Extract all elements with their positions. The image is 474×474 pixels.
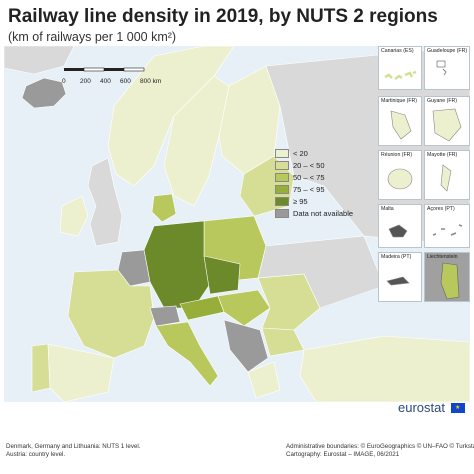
scale-tick: 400 [100, 78, 111, 85]
footer-note: Austria: country level. [6, 451, 66, 458]
france-region [67, 269, 155, 359]
legend-label: < 20 [293, 149, 308, 158]
inset-canarias: Canarias (ES) [378, 46, 422, 90]
inset-reunion: Réunion (FR) [378, 150, 422, 200]
inset-shape [436, 60, 447, 76]
greenland-land [4, 46, 75, 75]
legend-swatch [275, 149, 289, 158]
legend-row: 50 – < 75 [275, 172, 353, 183]
uk-region [87, 157, 123, 247]
inset-label: Réunion (FR) [381, 152, 413, 158]
legend-swatch [275, 185, 289, 194]
inset-shape [440, 262, 460, 300]
inset-shape [387, 168, 413, 190]
scale-tick: 800 km [140, 78, 162, 85]
footer-credits: Administrative boundaries: © EuroGeograp… [286, 443, 474, 459]
inset-label: Malta [381, 206, 394, 212]
legend-label: 20 – < 50 [293, 161, 325, 170]
inset-shape [388, 224, 408, 238]
spain-region [47, 343, 115, 402]
legend: < 20 20 – < 50 50 – < 75 75 – < 95 ≥ 95 … [275, 148, 353, 220]
inset-shape [440, 164, 452, 192]
flag-stars-icon: ★ [455, 405, 461, 411]
greece-region [247, 361, 281, 399]
legend-row: < 20 [275, 148, 353, 159]
inset-mayotte: Mayotte (FR) [424, 150, 470, 200]
iceland-region [21, 77, 67, 109]
inset-guyane: Guyane (FR) [424, 96, 470, 146]
legend-label: 75 – < 95 [293, 185, 325, 194]
inset-label: Açores (PT) [427, 206, 455, 212]
legend-label: ≥ 95 [293, 197, 308, 206]
eurostat-logo: eurostat [398, 400, 445, 415]
inset-malta: Malta [378, 204, 422, 248]
inset-martinique: Martinique (FR) [378, 96, 422, 146]
inset-shape [390, 110, 412, 140]
legend-row: ≥ 95 [275, 196, 353, 207]
inset-label: Liechtenstein [427, 254, 458, 260]
legend-swatch [275, 209, 289, 218]
inset-label: Mayotte (FR) [427, 152, 458, 158]
inset-label: Canarias (ES) [381, 48, 414, 54]
czechia-region [203, 255, 241, 295]
map-svg [4, 46, 470, 402]
bulgaria-region [261, 327, 305, 357]
inset-label: Martinique (FR) [381, 98, 418, 104]
scale-bar-graphic [64, 67, 145, 72]
legend-swatch [275, 161, 289, 170]
benelux-region [117, 249, 151, 287]
eu-flag-icon: ★ [451, 403, 465, 413]
inset-madeira: Madeira (PT) [378, 252, 422, 302]
scale-tick: 200 [80, 78, 91, 85]
legend-swatch [275, 173, 289, 182]
inset-shape [386, 276, 410, 286]
scale-tick: 600 [120, 78, 131, 85]
inset-shape [432, 108, 462, 142]
inset-label: Guyane (FR) [427, 98, 457, 104]
hungary-region [217, 289, 271, 327]
sweden-region [163, 75, 230, 207]
map-title: Railway line density in 2019, by NUTS 2 … [8, 6, 438, 27]
scale-bar: 0 200 400 600 800 km [62, 66, 162, 86]
inset-panels: Canarias (ES) Guadeloupe (FR) Martinique… [378, 46, 470, 302]
legend-label: Data not available [293, 209, 354, 218]
legend-label: 50 – < 75 [293, 173, 325, 182]
footer-notes: Denmark, Germany and Lithuania: NUTS 1 l… [6, 443, 140, 459]
scale-bar-ticks: 0 200 400 600 800 km [62, 78, 162, 86]
scale-tick: 0 [62, 78, 66, 85]
inset-shape [432, 224, 463, 236]
germany-region [143, 220, 211, 309]
inset-label: Madeira (PT) [381, 254, 412, 260]
inset-acores: Açores (PT) [424, 204, 470, 248]
turkey-region [299, 335, 470, 402]
legend-row: Data not available [275, 208, 353, 219]
inset-liechtenstein: Liechtenstein [424, 252, 470, 302]
footer-credit: Administrative boundaries: © EuroGeograp… [286, 443, 474, 450]
portugal-region [31, 343, 51, 393]
balkans-region [223, 319, 269, 373]
legend-swatch [275, 197, 289, 206]
inset-label: Guadeloupe (FR) [427, 48, 468, 54]
switzerland-region [149, 305, 181, 327]
denmark-region [151, 193, 177, 223]
footer-credit: Cartography: Eurostat – IMAGE, 06/2021 [286, 451, 400, 458]
map-subtitle: (km of railways per 1 000 km²) [8, 30, 177, 44]
inset-shape [384, 70, 417, 80]
inset-guadeloupe: Guadeloupe (FR) [424, 46, 470, 90]
legend-row: 75 – < 95 [275, 184, 353, 195]
ireland-region [59, 195, 89, 237]
italy-region [155, 321, 219, 387]
footer-note: Denmark, Germany and Lithuania: NUTS 1 l… [6, 443, 141, 450]
legend-row: 20 – < 50 [275, 160, 353, 171]
